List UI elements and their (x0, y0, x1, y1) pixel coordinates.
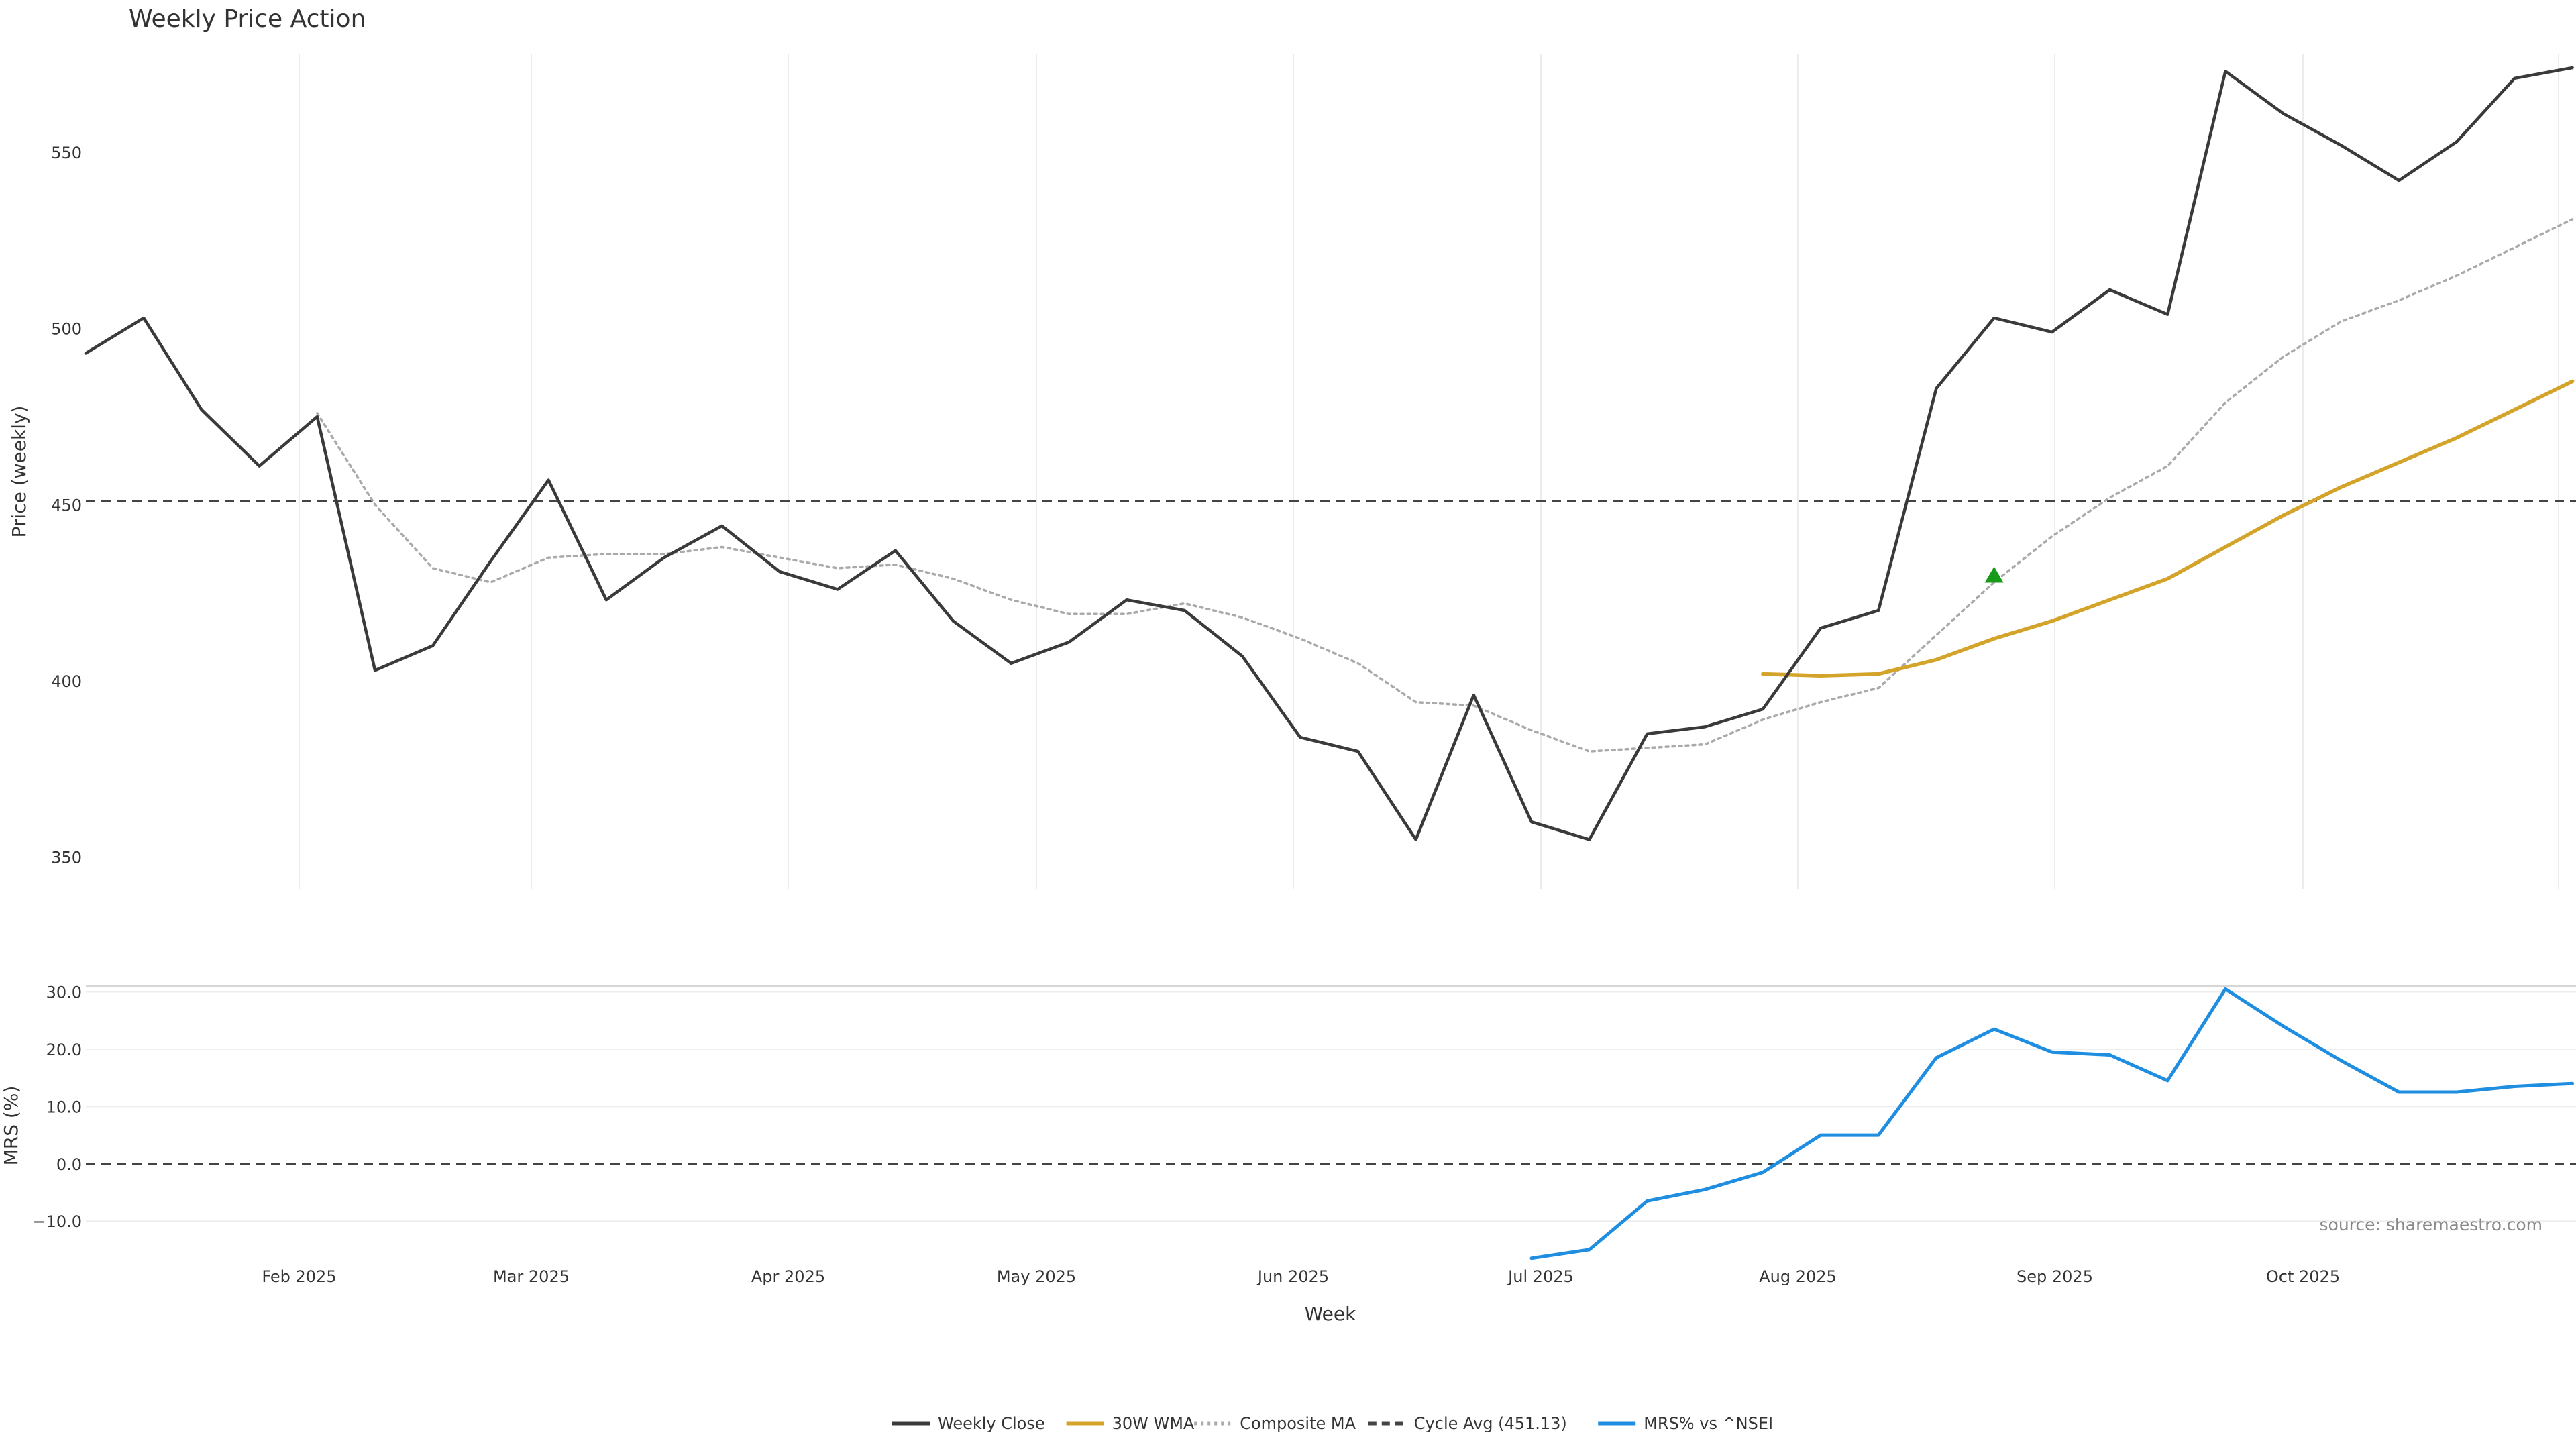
x-tick-sep-2025: Sep 2025 (2017, 1267, 2093, 1286)
x-tick-jun-2025: Jun 2025 (1256, 1267, 1329, 1286)
mrs-y-tick-4: −10.0 (32, 1212, 82, 1231)
price-grid (299, 54, 2559, 889)
x-tick-aug-2025: Aug 2025 (1759, 1267, 1837, 1286)
x-tick-jul-2025: Jul 2025 (1507, 1267, 1574, 1286)
source-label: source: sharemaestro.com (2320, 1215, 2543, 1234)
x-tick-oct-2025: Oct 2025 (2266, 1267, 2340, 1286)
legend-label-1: 30W WMA (1112, 1414, 1195, 1433)
price-y-tick-400: 400 (51, 672, 82, 691)
price-y-tick-350: 350 (51, 849, 82, 867)
series-composite-ma (316, 218, 2574, 753)
price-y-tick-500: 500 (51, 320, 82, 339)
x-tick-apr-2025: Apr 2025 (751, 1267, 825, 1286)
legend-item-3: Cycle Avg (451.13) (1368, 1414, 1567, 1433)
legend-item-4: MRS% vs ^NSEI (1598, 1414, 1773, 1433)
legend-item-1: 30W WMA (1066, 1414, 1195, 1433)
price-y-axis-title: Price (weekly) (8, 406, 30, 538)
legend-label-3: Cycle Avg (451.13) (1414, 1414, 1567, 1433)
price-y-tick-550: 550 (51, 144, 82, 162)
legend-label-4: MRS% vs ^NSEI (1644, 1414, 1773, 1433)
legend: Weekly Close 30W WMA Composite MA Cycle Avg… (892, 1414, 1773, 1433)
series-30w-wma (1761, 379, 2575, 678)
buy-signal-marker (1984, 566, 2004, 583)
legend-label-2: Composite MA (1240, 1414, 1356, 1433)
x-axis-title: Week (1305, 1303, 1356, 1325)
mrs-y-tick-2: 10.0 (46, 1097, 82, 1116)
legend-item-2: Composite MA (1194, 1414, 1356, 1433)
price-y-ticks: 350 400 450 500 550 (51, 144, 82, 867)
x-axis-ticks: Feb 2025 Mar 2025 Apr 2025 May 2025 Jun 2025… (262, 1267, 2340, 1286)
mrs-grid (86, 991, 2576, 1222)
price-y-tick-450: 450 (51, 496, 82, 515)
price-series (84, 66, 2575, 841)
mrs-y-axis-title: MRS (%) (0, 1086, 22, 1166)
chart-title: Weekly Price Action (129, 5, 366, 33)
x-tick-feb-2025: Feb 2025 (262, 1267, 336, 1286)
mrs-series (1529, 987, 2575, 1260)
mrs-y-tick-1: 20.0 (46, 1040, 82, 1059)
legend-item-0: Weekly Close (892, 1414, 1045, 1433)
mrs-y-tick-3: 0.0 (56, 1155, 82, 1174)
mrs-y-ticks: 30.0 20.0 10.0 0.0 −10.0 (32, 983, 82, 1232)
x-tick-mar-2025: Mar 2025 (493, 1267, 570, 1286)
mrs-y-tick-0: 30.0 (46, 983, 82, 1002)
series-mrs-vs-nsei (1529, 987, 2575, 1260)
legend-label-0: Weekly Close (938, 1414, 1045, 1433)
x-tick-may-2025: May 2025 (997, 1267, 1076, 1286)
series-weekly-close (84, 66, 2574, 841)
